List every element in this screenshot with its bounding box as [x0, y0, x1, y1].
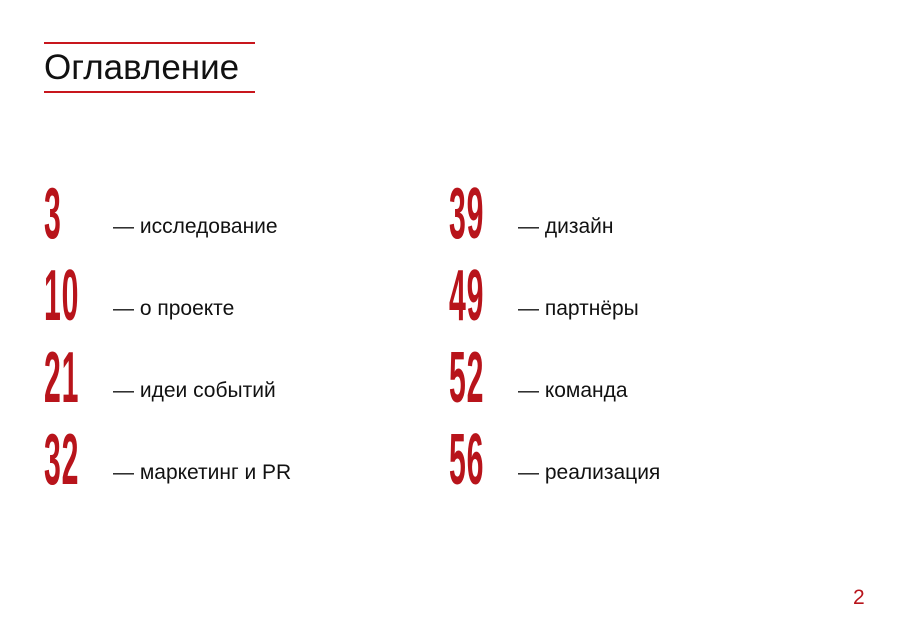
title-bottom-rule	[44, 91, 255, 93]
toc-page-number: 56	[449, 420, 485, 500]
toc-label: — идеи событий	[113, 379, 276, 402]
page-title: Оглавление	[44, 48, 240, 87]
title-top-rule	[44, 42, 255, 44]
toc-page-number: 32	[44, 420, 80, 500]
toc-label: — реализация	[518, 461, 661, 484]
toc-label: — исследование	[113, 215, 278, 238]
toc-page-number: 10	[44, 256, 80, 336]
toc-page-number: 21	[44, 338, 80, 418]
toc-label: — маркетинг и PR	[113, 461, 292, 484]
toc-page-number: 49	[449, 256, 485, 336]
toc-label: — о проекте	[113, 297, 235, 320]
toc-label: — команда	[518, 379, 628, 402]
toc-label: — дизайн	[518, 215, 614, 238]
toc-page-number: 3	[44, 174, 62, 254]
toc-label: — партнёры	[518, 297, 639, 320]
toc-page-number: 39	[449, 174, 485, 254]
toc-page-number: 52	[449, 338, 485, 418]
page-number: 2	[853, 586, 865, 609]
